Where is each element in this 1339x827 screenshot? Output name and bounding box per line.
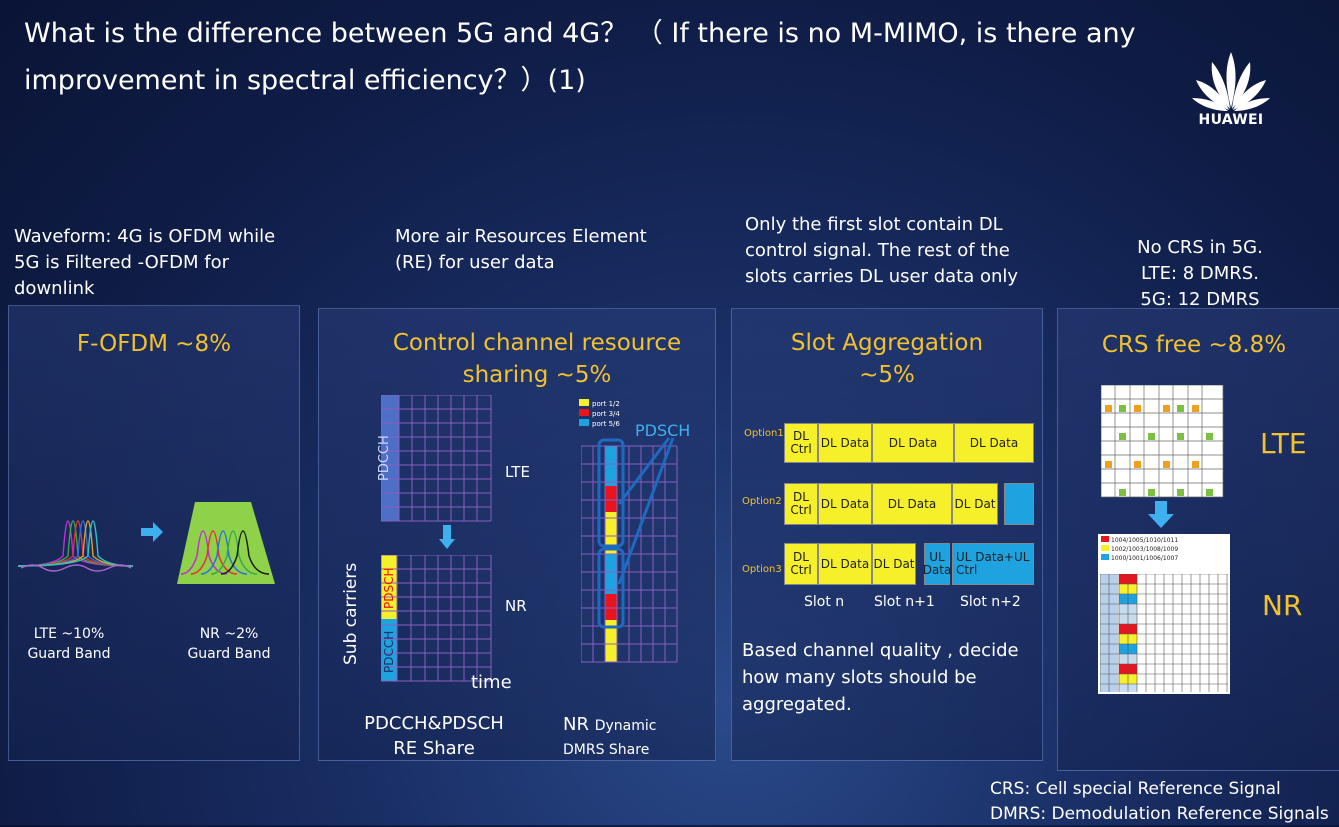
- legend-port-3-4: port 3/4: [579, 409, 620, 419]
- option-2-label: Option2: [742, 496, 782, 507]
- panel-f-ofdm: F-OFDM ~8% LTE ~10% Guard Band NR ~2% Gu: [8, 305, 300, 761]
- caption-re-share-line-2: RE Share: [393, 738, 475, 759]
- opt3-dl-data: DL Data: [818, 543, 872, 585]
- opt1-dl-data-1: DL Data: [818, 423, 872, 463]
- lte-guard-text: Guard Band: [27, 646, 111, 662]
- caption-dmrs-share: NR Dynamic DMRS Share: [563, 713, 683, 762]
- option-3-label: Option3: [742, 564, 782, 575]
- subcarriers-axis-label: Sub carriers: [341, 562, 361, 665]
- nr-dmrs-grid: [581, 437, 678, 663]
- lte-crs-grid: [1101, 385, 1224, 498]
- arrow-right-icon: [141, 522, 163, 542]
- note-crs-line-1: No CRS in 5G.: [1137, 237, 1263, 258]
- nr-re-grid: [381, 555, 492, 682]
- arrow-down-icon: [1148, 501, 1174, 528]
- nr-guard-band-label: NR ~2% Guard Band: [179, 624, 279, 664]
- nr-guard-text: Guard Band: [187, 646, 271, 662]
- pdsch-dmrs-label: PDSCH: [635, 421, 691, 440]
- opt3-ul-data-ctrl: UL Data+UL Ctrl: [952, 543, 1034, 585]
- nr-legend-3: 1000/1001/1006/1007: [1111, 555, 1179, 562]
- legend-port-1-2: port 1/2: [579, 399, 620, 409]
- title-line-1: What is the difference between 5G and 4G…: [24, 18, 1136, 49]
- opt3-dl-dat: DL Dat: [872, 543, 916, 585]
- crs-lte-label: LTE: [1260, 427, 1307, 460]
- caption-re-share: PDCCH&PDSCH RE Share: [349, 711, 519, 761]
- lte-guard-percent: LTE ~10%: [33, 626, 105, 642]
- opt1-dl-ctrl: DL Ctrl: [784, 423, 818, 463]
- opt3-ul-data: UL Data: [923, 543, 951, 585]
- nr-grid-label: NR: [505, 597, 527, 615]
- panel-control-title: Control channel resource sharing ~5%: [359, 327, 715, 391]
- dmrs-port-legend: port 1/2 port 3/4 port 5/6: [579, 399, 620, 429]
- crs-nr-label: NR: [1262, 589, 1303, 622]
- slide-title: What is the difference between 5G and 4G…: [24, 10, 1184, 104]
- note-slot: Only the first slot contain DL control s…: [745, 214, 1019, 287]
- slot-n-label: Slot n: [804, 594, 845, 610]
- footer-dmrs-value: Demodulation Reference Signals: [1051, 804, 1329, 824]
- nr-pdcch-label: PDCCH: [382, 630, 396, 673]
- panel-f-ofdm-title: F-OFDM ~8%: [76, 331, 232, 357]
- footer-dmrs: DMRS: Demodulation Reference Signals: [990, 802, 1329, 827]
- lte-grid-label: LTE: [505, 463, 530, 481]
- note-waveform: Waveform: 4G is OFDM while 5G is Filtere…: [14, 226, 276, 299]
- caption-dmrs-share-text: DMRS Share: [563, 742, 650, 758]
- option-1-label: Option1: [744, 428, 784, 439]
- nr-pdsch-label: PDSCH: [382, 567, 396, 610]
- note-crs: No CRS in 5G. LTE: 8 DMRS. 5G: 12 DMRS: [1130, 235, 1270, 313]
- opt2-dl-data-2: DL Data: [872, 483, 952, 525]
- slot-title-line-2: ~5%: [859, 362, 915, 388]
- caption-nr: NR: [563, 714, 589, 735]
- lte-guard-band-label: LTE ~10% Guard Band: [19, 624, 119, 664]
- nr-guard-percent: NR ~2%: [199, 626, 259, 642]
- footer-crs-key: CRS:: [990, 779, 1031, 799]
- opt2-dl-data-1: DL Data: [818, 483, 872, 525]
- panel-slot-aggregation: Slot Aggregation ~5% Option1 Option2 Opt…: [731, 308, 1043, 761]
- opt1-dl-data-3: DL Data: [954, 423, 1034, 463]
- opt2-dl-ctrl: DL Ctrl: [784, 483, 818, 525]
- slot-description: Based channel quality , decide how many …: [742, 640, 1019, 715]
- ofdm-waveform-diagram: [17, 502, 275, 584]
- huawei-petal-icon: [1192, 52, 1270, 111]
- note-crs-line-3: 5G: 12 DMRS: [1140, 289, 1260, 310]
- huawei-logo: HUAWEI: [1190, 48, 1272, 134]
- panel-slot-title: Slot Aggregation ~5%: [732, 327, 1042, 391]
- footer-crs-value: Cell special Reference Signal: [1035, 779, 1281, 799]
- control-title-line-2: sharing ~5%: [462, 362, 612, 388]
- nr-port-legend: 1004/1005/1010/1011 1002/1003/1008/1009 …: [1098, 534, 1230, 565]
- slot-n2-label: Slot n+2: [960, 594, 1021, 610]
- opt3-dl-ctrl: DL Ctrl: [784, 543, 818, 585]
- panel-crs-title: CRS free ~8.8%: [1101, 332, 1287, 358]
- title-line-2: improvement in spectral efficiency？）(1): [24, 65, 586, 96]
- opt1-dl-data-2: DL Data: [872, 423, 954, 463]
- footer-crs: CRS: Cell special Reference Signal: [990, 777, 1329, 802]
- panel-control-channel: Control channel resource sharing ~5% PDC…: [318, 308, 716, 761]
- caption-dynamic: Dynamic: [594, 718, 657, 734]
- panel-crs-free: CRS free ~8.8% LTE 1004/1005/1010/1011 1: [1057, 308, 1339, 771]
- footer-dmrs-key: DMRS:: [990, 804, 1047, 824]
- control-title-line-1: Control channel resource: [392, 330, 682, 356]
- note-crs-line-2: LTE: 8 DMRS.: [1141, 263, 1259, 284]
- nr-legend-2: 1002/1003/1008/1009: [1111, 546, 1179, 553]
- nr-dmrs-grid: [1100, 574, 1228, 692]
- nr-legend-1: 1004/1005/1010/1011: [1111, 537, 1179, 544]
- opt2-dl-dat: DL Dat: [952, 483, 998, 525]
- slot-title-line-1: Slot Aggregation: [790, 330, 984, 356]
- caption-re-share-line-1: PDCCH&PDSCH: [364, 713, 504, 734]
- logo-text: HUAWEI: [1198, 112, 1264, 128]
- opt2-ul-block: [1004, 483, 1034, 525]
- slot-n1-label: Slot n+1: [874, 594, 935, 610]
- arrow-down-icon: [439, 525, 455, 549]
- lte-pdcch-label: PDCCH: [377, 435, 392, 481]
- legend-port-5-6: port 5/6: [579, 419, 620, 429]
- time-axis-label: time: [471, 672, 512, 693]
- note-air-resources: More air Resources Element (RE) for user…: [395, 226, 647, 273]
- nr-dmrs-block: 1004/1005/1010/1011 1002/1003/1008/1009 …: [1098, 534, 1230, 694]
- lte-re-grid: [381, 395, 492, 522]
- footer-legend: CRS: Cell special Reference Signal DMRS:…: [990, 777, 1329, 827]
